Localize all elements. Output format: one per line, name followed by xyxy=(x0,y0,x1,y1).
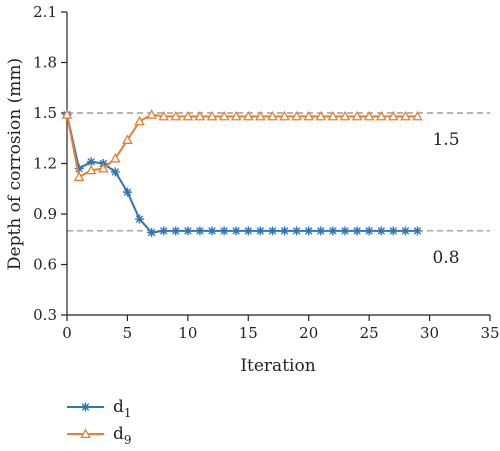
data-point-triangle xyxy=(146,109,157,119)
y-tick-label: 1.5 xyxy=(33,104,57,122)
data-point-triangle xyxy=(375,110,387,121)
data-point-triangle xyxy=(267,110,278,121)
x-tick-label: 25 xyxy=(360,324,379,342)
y-axis-ticks: 0.3 0.6 0.9 1.2 1.5 1.8 2.1 xyxy=(33,3,67,324)
legend-label-subscript: 1 xyxy=(124,406,132,420)
data-point-asterisk xyxy=(255,226,265,236)
legend-label-subscript: 9 xyxy=(124,433,132,447)
data-point-asterisk xyxy=(231,226,241,236)
data-point-asterisk xyxy=(243,226,253,236)
x-tick-label: 10 xyxy=(178,324,197,342)
data-point-triangle xyxy=(315,110,327,121)
x-tick-label: 30 xyxy=(420,324,439,342)
data-point-asterisk xyxy=(328,226,338,236)
series-line xyxy=(66,114,418,234)
data-point-triangle xyxy=(291,110,302,121)
x-tick-label: 35 xyxy=(480,324,499,342)
data-point-triangle xyxy=(80,428,91,439)
y-tick-label: 1.8 xyxy=(33,54,57,72)
legend-label-base: d xyxy=(113,397,124,417)
data-point-triangle xyxy=(327,110,339,121)
y-tick-label: 0.3 xyxy=(33,306,57,324)
x-tick-label: 20 xyxy=(299,324,318,342)
x-tick-label: 15 xyxy=(239,324,258,342)
data-point-asterisk xyxy=(280,226,290,236)
y-tick-label: 0.6 xyxy=(33,256,57,274)
data-point-triangle xyxy=(122,134,133,144)
series-d1 xyxy=(62,110,422,238)
x-axis-title: Iteration xyxy=(240,356,315,376)
y-tick-label: 0.9 xyxy=(33,205,57,223)
data-point-triangle xyxy=(303,110,315,121)
data-point-asterisk xyxy=(159,226,169,236)
data-point-triangle xyxy=(182,110,194,121)
data-point-asterisk xyxy=(122,187,132,197)
data-point-asterisk xyxy=(352,226,362,236)
data-point-asterisk xyxy=(412,226,422,236)
legend-label-base: d xyxy=(113,424,124,444)
data-point-triangle xyxy=(158,110,169,121)
reference-line-label: 0.8 xyxy=(432,248,459,268)
data-point-triangle xyxy=(230,110,242,121)
data-point-triangle xyxy=(97,163,109,173)
data-point-triangle xyxy=(412,110,423,121)
legend-label: d1 xyxy=(113,397,132,420)
data-point-triangle xyxy=(388,110,399,121)
data-point-triangle xyxy=(218,110,230,121)
data-point-triangle xyxy=(134,115,145,126)
data-point-asterisk xyxy=(135,214,145,224)
data-point-triangle xyxy=(206,110,218,121)
data-point-triangle xyxy=(242,110,254,121)
series-group xyxy=(61,109,423,238)
axes xyxy=(66,12,490,316)
series-line xyxy=(66,113,418,179)
data-point-asterisk xyxy=(316,226,326,236)
data-point-asterisk xyxy=(171,226,181,236)
data-point-triangle xyxy=(61,109,73,119)
data-point-asterisk xyxy=(219,226,229,236)
x-axis-ticks: 0 5 10 15 20 25 30 35 xyxy=(62,315,500,342)
data-point-asterisk xyxy=(74,164,84,174)
data-point-triangle xyxy=(339,110,351,121)
data-point-triangle xyxy=(73,171,85,181)
data-point-asterisk xyxy=(147,228,157,238)
series-d9 xyxy=(61,109,423,181)
data-point-asterisk xyxy=(388,226,398,236)
data-point-triangle xyxy=(279,110,290,121)
legend-label: d9 xyxy=(113,424,132,447)
data-point-asterisk xyxy=(267,226,277,236)
data-point-triangle xyxy=(363,110,375,121)
y-tick-label: 1.2 xyxy=(33,155,57,173)
reference-line-label: 1.5 xyxy=(432,130,459,150)
data-point-asterisk xyxy=(81,402,90,412)
data-point-asterisk xyxy=(195,226,205,236)
data-point-asterisk xyxy=(183,226,193,236)
y-tick-label: 2.1 xyxy=(33,3,57,21)
data-point-asterisk xyxy=(400,226,410,236)
data-point-triangle xyxy=(351,110,363,121)
data-point-triangle xyxy=(110,152,121,163)
data-point-asterisk xyxy=(292,226,302,236)
data-point-asterisk xyxy=(364,226,374,236)
data-point-triangle xyxy=(400,110,411,121)
data-point-triangle xyxy=(170,110,182,121)
data-point-triangle xyxy=(85,164,97,175)
data-point-asterisk xyxy=(376,226,386,236)
y-axis-title: Depth of corrosion (mm) xyxy=(5,58,25,270)
x-tick-label: 5 xyxy=(123,324,133,342)
data-point-asterisk xyxy=(340,226,350,236)
data-point-triangle xyxy=(194,110,206,121)
data-point-asterisk xyxy=(304,226,314,236)
data-point-asterisk xyxy=(110,167,120,177)
data-point-asterisk xyxy=(86,157,96,167)
legend-item: d1 xyxy=(67,397,132,420)
data-point-triangle xyxy=(255,110,266,121)
x-tick-label: 0 xyxy=(62,324,72,342)
data-point-asterisk xyxy=(207,226,217,236)
legend-item: d9 xyxy=(67,424,132,447)
